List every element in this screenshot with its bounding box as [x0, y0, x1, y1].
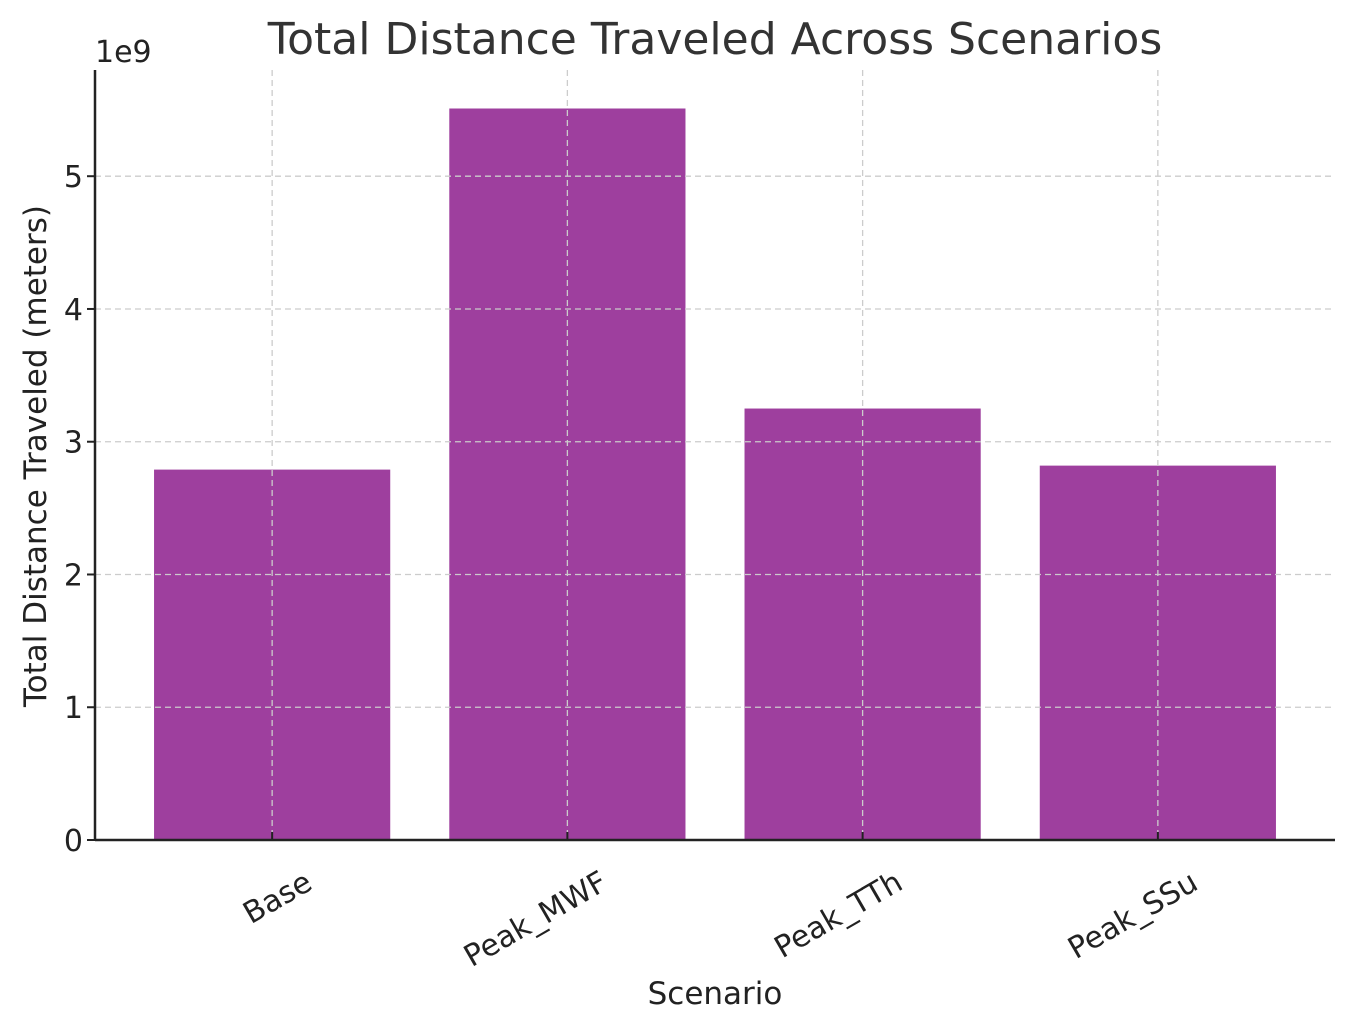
y-tick-label: 1	[64, 691, 83, 726]
x-tick-label: Peak_SSu	[1062, 865, 1204, 967]
y-tick-label: 4	[64, 293, 83, 328]
y-axis-label: Total Distance Traveled (meters)	[18, 205, 54, 708]
axes-layer	[93, 70, 1335, 842]
y-tick-label: 5	[64, 160, 83, 195]
y-tick-label: 2	[64, 558, 83, 593]
x-tick-label: Peak_MWF	[458, 865, 613, 975]
y-tick-label: 0	[64, 824, 83, 859]
chart-title: Total Distance Traveled Across Scenarios	[267, 14, 1163, 65]
x-tick-label: Base	[237, 865, 318, 932]
grid-layer	[95, 70, 1335, 840]
x-axis-label: Scenario	[648, 976, 783, 1012]
x-tick-label: Peak_TTh	[769, 865, 909, 966]
y-tick-label: 3	[64, 426, 83, 461]
bars-layer	[154, 108, 1276, 840]
y-axis-scale-label: 1e9	[95, 35, 152, 70]
